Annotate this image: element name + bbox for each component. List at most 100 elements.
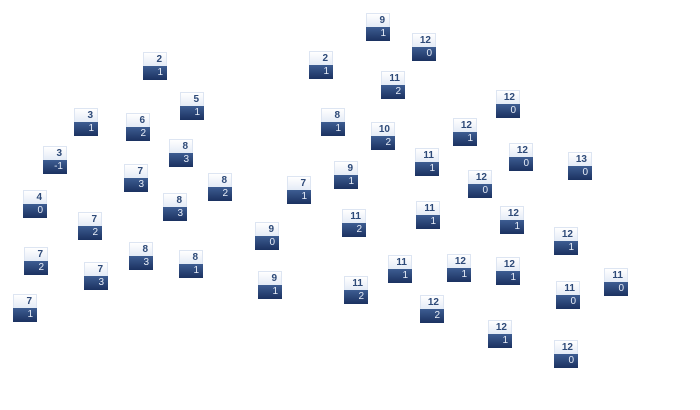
node-top-value: 6 (126, 113, 150, 127)
node-top-value: 12 (554, 227, 578, 241)
node-bottom-value: 2 (126, 127, 150, 141)
node-top-value: 11 (344, 276, 368, 290)
node-top-value: 12 (420, 295, 444, 309)
node-top-value: 11 (388, 255, 412, 269)
node-box[interactable]: 11 1 (416, 201, 440, 229)
node-box[interactable]: 11 0 (604, 268, 628, 296)
node-bottom-value: 1 (180, 106, 204, 120)
node-top-value: 8 (208, 173, 232, 187)
node-top-value: 4 (23, 190, 47, 204)
node-bottom-value: 0 (556, 295, 580, 309)
node-bottom-value: 0 (496, 104, 520, 118)
node-box[interactable]: 12 1 (488, 320, 512, 348)
node-bottom-value: 1 (453, 132, 477, 146)
node-box[interactable]: 12 1 (554, 227, 578, 255)
node-box[interactable]: 12 2 (420, 295, 444, 323)
node-bottom-value: 2 (381, 85, 405, 99)
node-top-value: 8 (163, 193, 187, 207)
node-bottom-value: 1 (143, 66, 167, 80)
node-bottom-value: 2 (371, 136, 395, 150)
node-top-value: 12 (509, 143, 533, 157)
node-box[interactable]: 11 1 (415, 148, 439, 176)
node-bottom-value: 0 (255, 236, 279, 250)
node-top-value: 12 (496, 257, 520, 271)
node-bottom-value: 0 (568, 166, 592, 180)
node-box[interactable]: 11 2 (381, 71, 405, 99)
node-box[interactable]: 10 2 (371, 122, 395, 150)
node-bottom-value: 2 (344, 290, 368, 304)
node-top-value: 12 (468, 170, 492, 184)
node-box[interactable]: 12 1 (453, 118, 477, 146)
node-bottom-value: 0 (468, 184, 492, 198)
node-bottom-value: 1 (496, 271, 520, 285)
node-top-value: 11 (416, 201, 440, 215)
node-top-value: 11 (381, 71, 405, 85)
node-box[interactable]: 12 0 (554, 340, 578, 368)
node-box[interactable]: 12 0 (412, 33, 436, 61)
node-box[interactable]: 12 1 (447, 254, 471, 282)
node-top-value: 2 (309, 51, 333, 65)
node-box[interactable]: 11 2 (344, 276, 368, 304)
node-bottom-value: 1 (366, 27, 390, 41)
node-box[interactable]: 12 0 (509, 143, 533, 171)
node-top-value: 2 (143, 52, 167, 66)
node-bottom-value: 0 (554, 354, 578, 368)
node-box[interactable]: 11 1 (388, 255, 412, 283)
node-bottom-value: -1 (43, 160, 67, 174)
node-top-value: 11 (342, 209, 366, 223)
node-bottom-value: 1 (334, 175, 358, 189)
node-top-value: 7 (13, 294, 37, 308)
node-bottom-value: 1 (500, 220, 524, 234)
node-top-value: 3 (43, 146, 67, 160)
node-bottom-value: 1 (179, 264, 203, 278)
node-box[interactable]: 3 -1 (43, 146, 67, 174)
node-top-value: 7 (84, 262, 108, 276)
node-box[interactable]: 12 0 (496, 90, 520, 118)
node-box[interactable]: 11 0 (556, 281, 580, 309)
node-box[interactable]: 12 0 (468, 170, 492, 198)
node-bottom-value: 0 (604, 282, 628, 296)
node-top-value: 13 (568, 152, 592, 166)
node-top-value: 9 (255, 222, 279, 236)
node-box[interactable]: 12 1 (500, 206, 524, 234)
node-top-value: 9 (334, 161, 358, 175)
node-box[interactable]: 11 2 (342, 209, 366, 237)
node-top-value: 8 (169, 139, 193, 153)
node-bottom-value: 1 (488, 334, 512, 348)
node-top-value: 7 (24, 247, 48, 261)
node-top-value: 8 (179, 250, 203, 264)
node-bottom-value: 3 (124, 178, 148, 192)
node-bottom-value: 0 (509, 157, 533, 171)
node-top-value: 12 (496, 90, 520, 104)
node-bottom-value: 1 (447, 268, 471, 282)
node-bottom-value: 2 (342, 223, 366, 237)
node-bottom-value: 3 (84, 276, 108, 290)
node-box[interactable]: 12 1 (496, 257, 520, 285)
node-box[interactable]: 13 0 (568, 152, 592, 180)
node-top-value: 12 (500, 206, 524, 220)
node-bottom-value: 1 (415, 162, 439, 176)
node-top-value: 11 (415, 148, 439, 162)
